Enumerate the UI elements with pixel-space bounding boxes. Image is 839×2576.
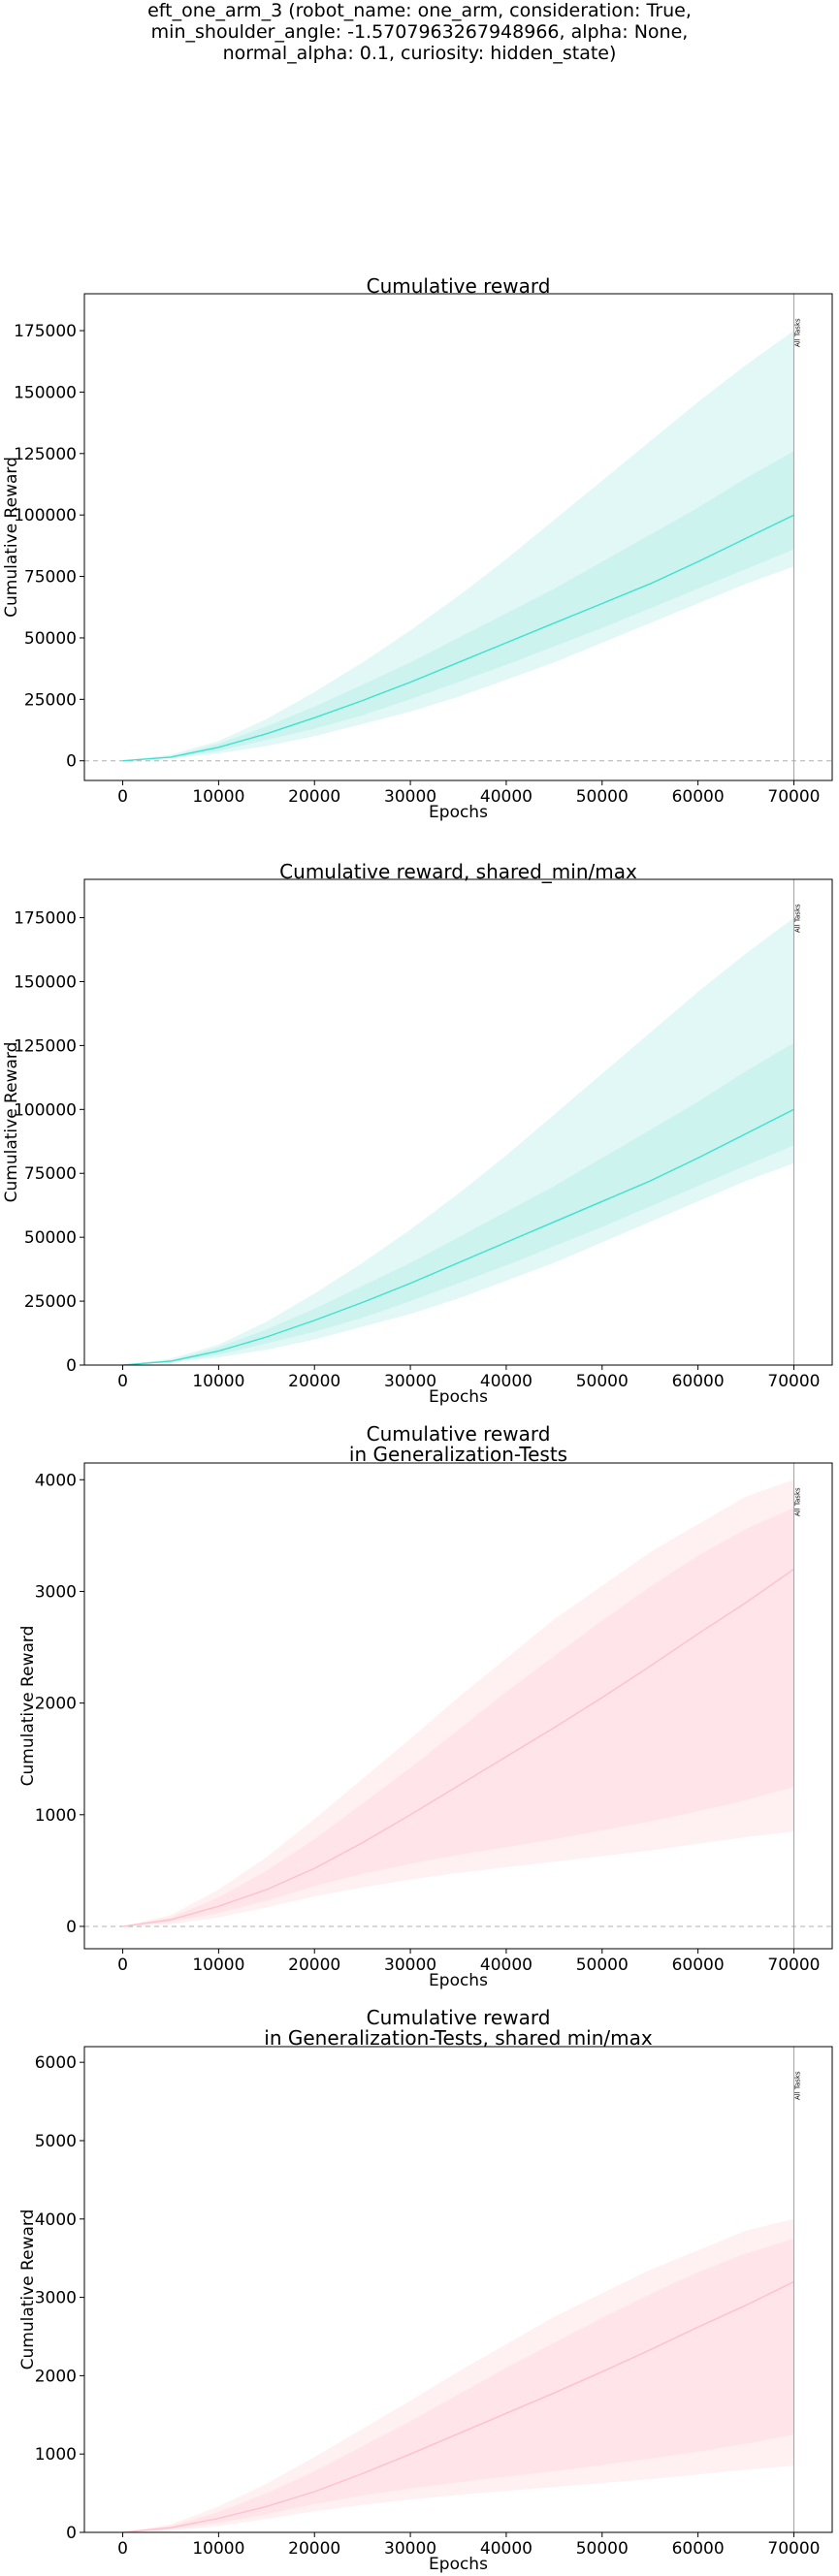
y-tick-label: 100000 bbox=[14, 1100, 77, 1120]
y-tick-label: 2000 bbox=[35, 2367, 77, 2386]
x-tick-label: 10000 bbox=[192, 1956, 244, 1975]
y-tick-label: 100000 bbox=[14, 506, 77, 525]
x-axis-label: Epochs bbox=[429, 803, 488, 822]
axes-frame bbox=[83, 878, 833, 1366]
x-tick-label: 70000 bbox=[767, 1372, 820, 1391]
x-tick-label: 60000 bbox=[672, 787, 725, 807]
chart-title: Cumulative reward bbox=[367, 1422, 551, 1446]
y-tick-label: 0 bbox=[66, 752, 77, 772]
x-tick-label: 50000 bbox=[576, 1956, 629, 1975]
task-boundary-label: All Tasks bbox=[793, 2071, 801, 2100]
x-tick-label: 10000 bbox=[192, 1372, 244, 1391]
y-tick-label: 4000 bbox=[35, 1471, 77, 1490]
mean-line bbox=[122, 1108, 794, 1366]
x-tick-label: 0 bbox=[117, 787, 128, 807]
x-tick-label: 40000 bbox=[480, 2539, 532, 2559]
y-axis-label: Cumulative Reward bbox=[2, 1042, 21, 1203]
x-tick-label: 70000 bbox=[767, 787, 820, 807]
x-tick-label: 40000 bbox=[480, 1956, 532, 1975]
y-tick-label: 125000 bbox=[14, 1036, 77, 1056]
axes-frame bbox=[83, 1462, 833, 1950]
task-boundary-label: All Tasks bbox=[793, 904, 801, 933]
quantile-band bbox=[122, 2239, 794, 2532]
y-tick-label: 1000 bbox=[35, 1806, 77, 1826]
mean-line bbox=[122, 514, 794, 762]
x-tick-label: 20000 bbox=[288, 787, 340, 807]
y-tick-label: 50000 bbox=[24, 629, 77, 649]
y-tick-label: 150000 bbox=[14, 383, 77, 402]
y-tick-label: 3000 bbox=[35, 1582, 77, 1602]
mean-line bbox=[122, 1568, 794, 1927]
y-tick-label: 75000 bbox=[24, 568, 77, 588]
y-tick-label: 175000 bbox=[14, 909, 77, 929]
y-tick-label: 175000 bbox=[14, 322, 77, 341]
y-tick-label: 150000 bbox=[14, 972, 77, 992]
y-tick-label: 0 bbox=[66, 2524, 77, 2543]
x-tick-label: 10000 bbox=[192, 787, 244, 807]
y-tick-label: 2000 bbox=[35, 1695, 77, 1714]
y-tick-label: 4000 bbox=[35, 2210, 77, 2230]
y-tick-label: 50000 bbox=[24, 1228, 77, 1248]
suptitle-line: min_shoulder_angle: -1.5707963267948966,… bbox=[150, 21, 689, 43]
x-tick-label: 0 bbox=[117, 1956, 128, 1975]
x-tick-label: 30000 bbox=[384, 1956, 436, 1975]
suptitle-line: eft_one_arm_3 (robot_name: one_arm, cons… bbox=[147, 0, 692, 21]
x-tick-label: 30000 bbox=[384, 2539, 436, 2559]
x-tick-label: 40000 bbox=[480, 1372, 532, 1391]
axes-frame bbox=[83, 293, 833, 781]
task-boundary-label: All Tasks bbox=[793, 1487, 801, 1516]
figure-suptitle: eft_one_arm_3 (robot_name: one_arm, cons… bbox=[0, 0, 839, 64]
x-axis-label: Epochs bbox=[429, 2555, 488, 2574]
y-tick-label: 5000 bbox=[35, 2132, 77, 2151]
x-tick-label: 30000 bbox=[384, 1372, 436, 1391]
x-tick-label: 0 bbox=[117, 1372, 128, 1391]
chart-title: in Generalization-Tests bbox=[349, 1443, 567, 1466]
chart-title: in Generalization-Tests, shared min/max bbox=[264, 2026, 653, 2050]
y-tick-label: 6000 bbox=[35, 2053, 77, 2073]
axes-frame bbox=[83, 2046, 833, 2533]
x-tick-label: 60000 bbox=[672, 2539, 725, 2559]
x-tick-label: 70000 bbox=[767, 1956, 820, 1975]
quantile-band bbox=[122, 1508, 794, 1926]
x-tick-label: 60000 bbox=[672, 1956, 725, 1975]
y-tick-label: 0 bbox=[66, 1356, 77, 1376]
y-tick-label: 3000 bbox=[35, 2289, 77, 2308]
y-tick-label: 25000 bbox=[24, 690, 77, 710]
x-tick-label: 0 bbox=[117, 2539, 128, 2559]
y-tick-label: 0 bbox=[66, 1918, 77, 1937]
x-tick-label: 40000 bbox=[480, 787, 532, 807]
x-axis-label: Epochs bbox=[429, 1971, 488, 1990]
x-tick-label: 70000 bbox=[767, 2539, 820, 2559]
chart-title: Cumulative reward bbox=[367, 2006, 551, 2029]
y-axis-label: Cumulative Reward bbox=[18, 2210, 38, 2370]
suptitle-line: normal_alpha: 0.1, curiosity: hidden_sta… bbox=[222, 43, 617, 64]
x-tick-label: 20000 bbox=[288, 2539, 340, 2559]
y-tick-label: 25000 bbox=[24, 1292, 77, 1312]
x-tick-label: 50000 bbox=[576, 2539, 629, 2559]
x-tick-label: 50000 bbox=[576, 1372, 629, 1391]
x-tick-label: 30000 bbox=[384, 787, 436, 807]
task-boundary-label: All Tasks bbox=[793, 318, 801, 347]
x-tick-label: 20000 bbox=[288, 1372, 340, 1391]
y-axis-label: Cumulative Reward bbox=[18, 1626, 38, 1787]
x-tick-label: 20000 bbox=[288, 1956, 340, 1975]
y-axis-label: Cumulative Reward bbox=[2, 457, 21, 618]
mean-line bbox=[122, 2280, 794, 2533]
y-tick-label: 1000 bbox=[35, 2445, 77, 2465]
x-tick-label: 50000 bbox=[576, 787, 629, 807]
x-tick-label: 10000 bbox=[192, 2539, 244, 2559]
x-tick-label: 60000 bbox=[672, 1372, 725, 1391]
y-tick-label: 125000 bbox=[14, 445, 77, 464]
y-tick-label: 75000 bbox=[24, 1164, 77, 1184]
x-axis-label: Epochs bbox=[429, 1387, 488, 1407]
